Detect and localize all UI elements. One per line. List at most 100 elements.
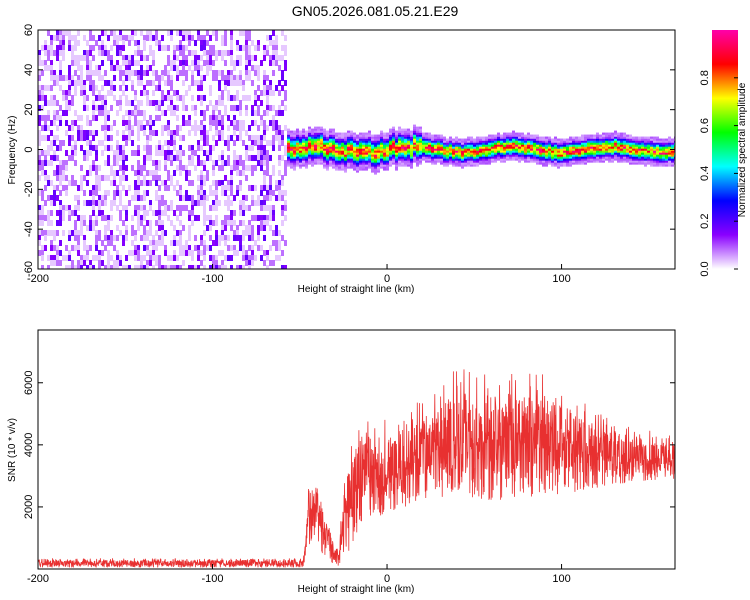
heatmap-cell: [599, 152, 602, 155]
heatmap-cell: [527, 138, 530, 141]
heatmap-cell: [311, 144, 314, 147]
heatmap-cell: [284, 105, 287, 111]
heatmap-cell: [68, 180, 71, 186]
heatmap-cell: [416, 146, 419, 149]
heatmap-cell: [287, 144, 290, 147]
colorbar-tick-label: 0.6: [699, 118, 711, 133]
heatmap-cell: [149, 170, 152, 176]
heatmap-cell: [179, 230, 182, 236]
heatmap-cell: [221, 220, 224, 226]
heatmap-cell: [464, 152, 467, 155]
heatmap-cell: [428, 140, 431, 143]
heatmap-cell: [107, 125, 110, 131]
heatmap-cell: [266, 95, 269, 101]
heatmap-cell: [461, 144, 464, 147]
heatmap-cell: [146, 35, 149, 41]
heatmap-cell: [356, 166, 359, 169]
heatmap-cell: [293, 138, 296, 141]
heatmap-cell: [590, 150, 593, 153]
heatmap-cell: [440, 154, 443, 157]
heatmap-cell: [152, 90, 155, 96]
heatmap-cell: [389, 132, 392, 135]
heatmap-cell: [140, 170, 143, 176]
heatmap-cell: [173, 90, 176, 96]
heatmap-cell: [650, 142, 653, 145]
heatmap-cell: [116, 40, 119, 46]
heatmap-cell: [227, 235, 230, 241]
heatmap-cell: [479, 136, 482, 139]
heatmap-cell: [428, 152, 431, 155]
heatmap-cell: [662, 164, 665, 167]
heatmap-cell: [437, 148, 440, 151]
heatmap-cell: [659, 148, 662, 151]
heatmap-cell: [50, 220, 53, 226]
heatmap-cell: [176, 125, 179, 131]
heatmap-cell: [671, 138, 674, 141]
heatmap-cell: [146, 120, 149, 126]
heatmap-cell: [344, 146, 347, 149]
heatmap-cell: [542, 162, 545, 165]
heatmap-cell: [194, 65, 197, 71]
heatmap-cell: [110, 205, 113, 211]
heatmap-cell: [260, 225, 263, 231]
heatmap-cell: [539, 138, 542, 141]
heatmap-cell: [554, 164, 557, 167]
heatmap-cell: [308, 130, 311, 133]
heatmap-cell: [311, 134, 314, 137]
heatmap-cell: [167, 80, 170, 86]
heatmap-cell: [371, 152, 374, 155]
heatmap-cell: [488, 150, 491, 153]
heatmap-cell: [113, 265, 116, 269]
heatmap-cell: [629, 146, 632, 149]
heatmap-cell: [326, 144, 329, 147]
heatmap-cell: [383, 138, 386, 141]
heatmap-cell: [659, 144, 662, 147]
heatmap-cell: [590, 160, 593, 163]
heatmap-cell: [68, 230, 71, 236]
heatmap-cell: [194, 60, 197, 66]
heatmap-cell: [284, 170, 287, 176]
heatmap-cell: [71, 180, 74, 186]
heatmap-cell: [575, 136, 578, 139]
heatmap-cell: [266, 215, 269, 221]
heatmap-cell: [281, 195, 284, 201]
heatmap-cell: [560, 140, 563, 143]
heatmap-cell: [347, 144, 350, 147]
heatmap-cell: [500, 148, 503, 151]
heatmap-cell: [104, 105, 107, 111]
heatmap-cell: [56, 260, 59, 266]
heatmap-cell: [257, 195, 260, 201]
heatmap-cell: [149, 220, 152, 226]
heatmap-cell: [233, 130, 236, 136]
heatmap-cell: [374, 170, 377, 173]
heatmap-cell: [155, 245, 158, 251]
heatmap-cell: [527, 144, 530, 147]
heatmap-cell: [347, 138, 350, 141]
heatmap-cell: [272, 115, 275, 121]
heatmap-cell: [641, 136, 644, 139]
heatmap-cell: [95, 190, 98, 196]
heatmap-cell: [125, 235, 128, 241]
heatmap-cell: [491, 144, 494, 147]
heatmap-cell: [602, 158, 605, 161]
heatmap-cell: [281, 220, 284, 226]
heatmap-cell: [53, 155, 56, 161]
heatmap-cell: [116, 155, 119, 161]
heatmap-cell: [254, 120, 257, 126]
heatmap-cell: [389, 160, 392, 163]
heatmap-cell: [80, 85, 83, 91]
heatmap-cell: [290, 162, 293, 165]
heatmap-cell: [416, 134, 419, 137]
heatmap-cell: [278, 185, 281, 191]
heatmap-cell: [176, 205, 179, 211]
heatmap-cell: [668, 146, 671, 149]
heatmap-cell: [209, 120, 212, 126]
heatmap-cell: [455, 156, 458, 159]
heatmap-cell: [236, 185, 239, 191]
heatmap-cell: [95, 220, 98, 226]
heatmap-cell: [554, 160, 557, 163]
heatmap-cell: [413, 140, 416, 143]
heatmap-cell: [194, 80, 197, 86]
heatmap-cell: [89, 65, 92, 71]
heatmap-cell: [221, 95, 224, 101]
